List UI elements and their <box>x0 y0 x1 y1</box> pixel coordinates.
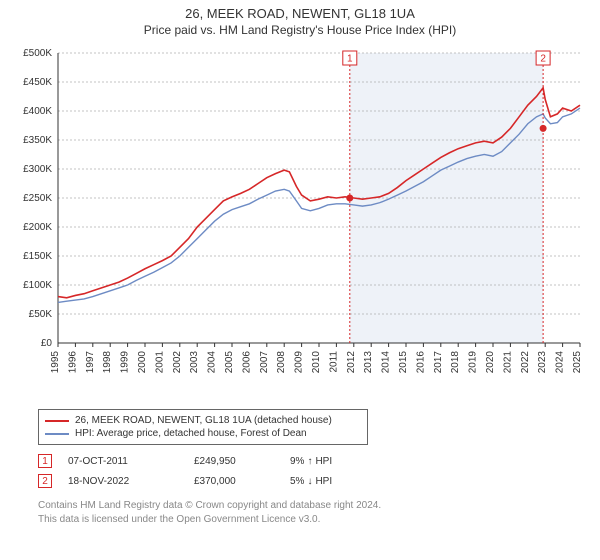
x-tick-label: 2013 <box>363 351 374 374</box>
y-tick-label: £250K <box>23 193 52 204</box>
x-tick-label: 2006 <box>241 351 252 374</box>
marker-number: 2 <box>540 54 546 65</box>
transaction-marker: 1 <box>38 454 52 468</box>
x-tick-label: 1998 <box>102 351 113 374</box>
x-tick-label: 2008 <box>276 351 287 374</box>
x-tick-label: 2004 <box>207 351 218 374</box>
x-tick-label: 2018 <box>450 351 461 374</box>
y-tick-label: £100K <box>23 280 52 291</box>
y-tick-label: £450K <box>23 77 52 88</box>
legend-swatch <box>45 420 69 422</box>
marker-number: 1 <box>347 54 353 65</box>
y-tick-label: £400K <box>23 106 52 117</box>
marker-dot <box>346 195 353 202</box>
transaction-marker: 2 <box>38 474 52 488</box>
legend-item: HPI: Average price, detached house, Fore… <box>45 427 361 440</box>
chart-title: 26, MEEK ROAD, NEWENT, GL18 1UA <box>0 0 600 21</box>
transaction-date: 18-NOV-2022 <box>68 476 178 487</box>
chart-plot-area: £0 £50K £100K £150K £200K £250K £300K £350K £400… <box>10 43 590 403</box>
x-tick-label: 2007 <box>259 351 270 374</box>
diff-percent: 9% <box>290 456 304 467</box>
legend-swatch <box>45 433 69 435</box>
x-tick-label: 2025 <box>572 351 583 374</box>
chart-svg: £0 £50K £100K £150K £200K £250K £300K £350K £400… <box>10 43 590 403</box>
diff-label: HPI <box>315 476 332 487</box>
x-tick-label: 2015 <box>398 351 409 374</box>
x-tick-label: 1995 <box>50 351 61 374</box>
y-tick-label: £500K <box>23 48 52 59</box>
arrow-up-icon: ↑ <box>307 456 312 467</box>
y-tick-label: £350K <box>23 135 52 146</box>
x-tick-label: 2012 <box>346 351 357 374</box>
x-tick-label: 1996 <box>67 351 78 374</box>
x-tick-label: 1999 <box>120 351 131 374</box>
x-tick-label: 2002 <box>172 351 183 374</box>
arrow-down-icon: ↓ <box>307 476 312 487</box>
x-tick-label: 2022 <box>520 351 531 374</box>
x-tick-label: 2009 <box>294 351 305 374</box>
diff-percent: 5% <box>290 476 304 487</box>
transaction-table: 1 07-OCT-2011 £249,950 9%↑HPI 2 18-NOV-2022 £3… <box>38 451 590 491</box>
x-tick-label: 2020 <box>485 351 496 374</box>
transaction-price: £249,950 <box>194 456 274 467</box>
attribution-line: This data is licensed under the Open Gov… <box>38 513 590 527</box>
transaction-date: 07-OCT-2011 <box>68 456 178 467</box>
x-tick-label: 2023 <box>537 351 548 374</box>
x-tick-label: 2011 <box>328 351 339 373</box>
x-tick-label: 2024 <box>555 351 566 374</box>
y-tick-label: £300K <box>23 164 52 175</box>
legend-label: HPI: Average price, detached house, Fore… <box>75 428 307 439</box>
legend-item: 26, MEEK ROAD, NEWENT, GL18 1UA (detache… <box>45 414 361 427</box>
transaction-row: 2 18-NOV-2022 £370,000 5%↓HPI <box>38 471 590 491</box>
attribution-line: Contains HM Land Registry data © Crown c… <box>38 499 590 513</box>
x-tick-label: 2016 <box>415 351 426 374</box>
y-tick-label: £0 <box>41 338 53 349</box>
x-tick-label: 2005 <box>224 351 235 374</box>
transaction-row: 1 07-OCT-2011 £249,950 9%↑HPI <box>38 451 590 471</box>
x-tick-label: 1997 <box>85 351 96 374</box>
legend-label: 26, MEEK ROAD, NEWENT, GL18 1UA (detache… <box>75 415 332 426</box>
y-tick-label: £150K <box>23 251 52 262</box>
marker-dot <box>540 125 547 132</box>
x-tick-label: 2014 <box>381 351 392 374</box>
chart-container: 26, MEEK ROAD, NEWENT, GL18 1UA Price pa… <box>0 0 600 560</box>
transaction-diff: 5%↓HPI <box>290 476 380 487</box>
x-tick-label: 2000 <box>137 351 148 374</box>
legend: 26, MEEK ROAD, NEWENT, GL18 1UA (detache… <box>38 409 368 445</box>
x-tick-label: 2021 <box>502 351 513 374</box>
diff-label: HPI <box>315 456 332 467</box>
attribution: Contains HM Land Registry data © Crown c… <box>38 499 590 526</box>
y-tick-label: £200K <box>23 222 52 233</box>
x-tick-label: 2003 <box>189 351 200 374</box>
x-tick-label: 2001 <box>154 351 165 374</box>
chart-subtitle: Price paid vs. HM Land Registry's House … <box>0 21 600 43</box>
transaction-price: £370,000 <box>194 476 274 487</box>
transaction-diff: 9%↑HPI <box>290 456 380 467</box>
x-tick-label: 2010 <box>311 351 322 374</box>
x-tick-label: 2019 <box>468 351 479 374</box>
x-tick-label: 2017 <box>433 351 444 374</box>
y-tick-label: £50K <box>29 309 53 320</box>
